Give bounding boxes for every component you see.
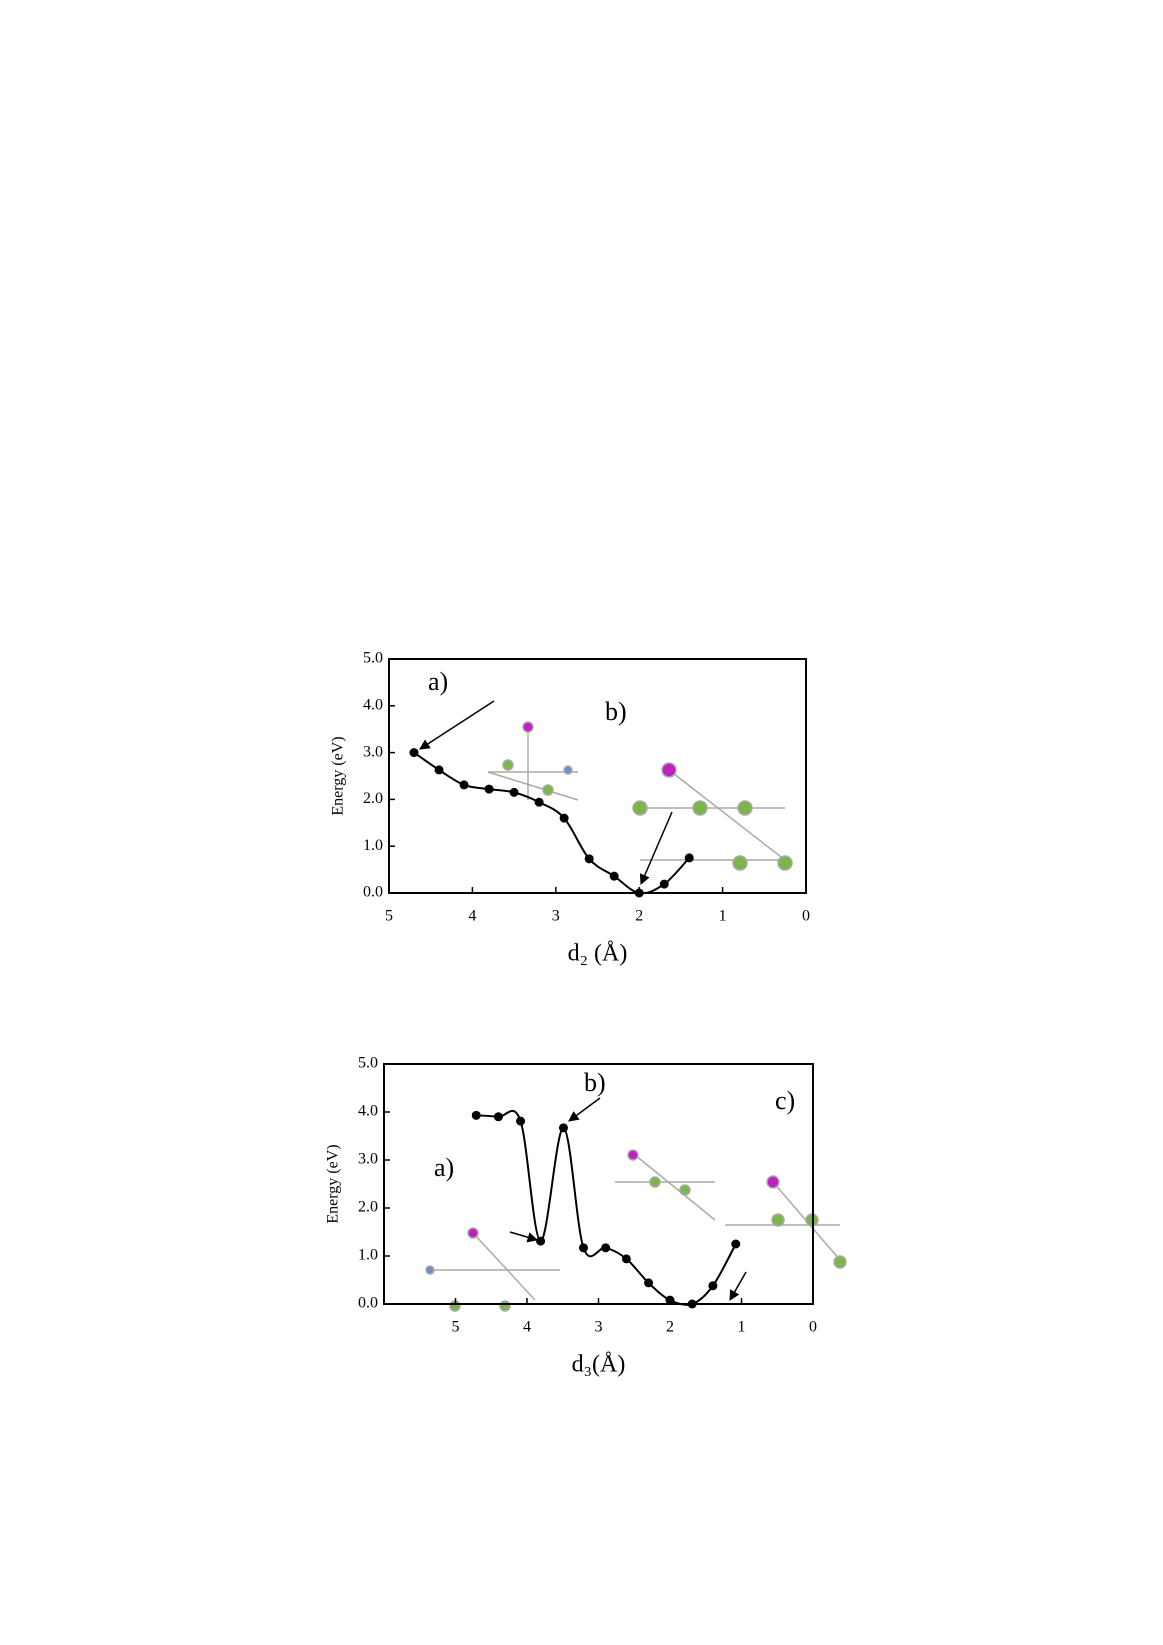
point [609, 871, 619, 881]
curve [413, 751, 690, 895]
point [409, 748, 419, 758]
point [509, 787, 519, 797]
y-tick-label: 3.0 [358, 1151, 378, 1168]
point [484, 784, 494, 794]
point [731, 1239, 741, 1249]
point [516, 1116, 526, 1126]
y-tick-label: 4.0 [358, 1103, 378, 1120]
point [493, 1112, 503, 1122]
y-tick-label: 0.0 [363, 884, 383, 901]
point [536, 1236, 546, 1246]
x-tick-label: 5 [385, 908, 393, 925]
x-tick-label: 1 [719, 908, 727, 925]
point [471, 1110, 481, 1120]
x-tick-label: 4 [468, 908, 476, 925]
x-axis-label: d₂ (Å) [568, 941, 628, 967]
y-axis-label: Energy (eV) [325, 1144, 342, 1223]
point [644, 1278, 654, 1288]
point [434, 765, 444, 775]
point [687, 1299, 697, 1309]
x-tick-label: 3 [595, 1319, 603, 1336]
annotation: b) [605, 697, 627, 726]
y-tick-label: 4.0 [363, 696, 383, 713]
molecule-sketches [425, 721, 847, 1312]
point [584, 854, 594, 864]
annotation: c) [775, 1086, 795, 1115]
x-tick-label: 3 [552, 908, 560, 925]
x-tick-label: 5 [452, 1319, 460, 1336]
x-tick-label: 2 [635, 908, 643, 925]
arrow [509, 1231, 539, 1243]
x-axis-label: d₃(Å) [572, 1352, 626, 1378]
annotation: a) [434, 1153, 454, 1182]
point [559, 813, 569, 823]
point [708, 1281, 718, 1291]
curve [476, 1109, 737, 1306]
x-tick-label: 1 [738, 1319, 746, 1336]
point [601, 1243, 611, 1253]
point [558, 1123, 568, 1133]
x-tick-label: 2 [666, 1319, 674, 1336]
arrow [568, 1097, 601, 1122]
plot-frame [388, 658, 807, 894]
y-axis-label: Energy (eV) [330, 736, 347, 815]
point [534, 797, 544, 807]
arrow [729, 1271, 747, 1301]
y-tick-label: 5.0 [358, 1055, 378, 1072]
y-tick-label: 2.0 [363, 790, 383, 807]
x-tick-label: 4 [523, 1319, 531, 1336]
annotation: a) [428, 667, 448, 696]
y-tick-label: 3.0 [363, 743, 383, 760]
arrow [639, 811, 673, 885]
y-tick-label: 2.0 [358, 1199, 378, 1216]
point [659, 879, 669, 889]
point [578, 1243, 588, 1253]
y-tick-label: 0.0 [358, 1295, 378, 1312]
x-tick-label: 0 [809, 1319, 817, 1336]
y-tick-label: 1.0 [358, 1247, 378, 1264]
point [684, 853, 694, 863]
arrow [419, 700, 495, 750]
point [634, 888, 644, 898]
point [665, 1295, 675, 1305]
y-tick-label: 1.0 [363, 837, 383, 854]
y-tick-label: 5.0 [363, 650, 383, 667]
annotation: b) [584, 1068, 606, 1097]
point [621, 1254, 631, 1264]
x-tick-label: 0 [802, 908, 810, 925]
point [459, 780, 469, 790]
